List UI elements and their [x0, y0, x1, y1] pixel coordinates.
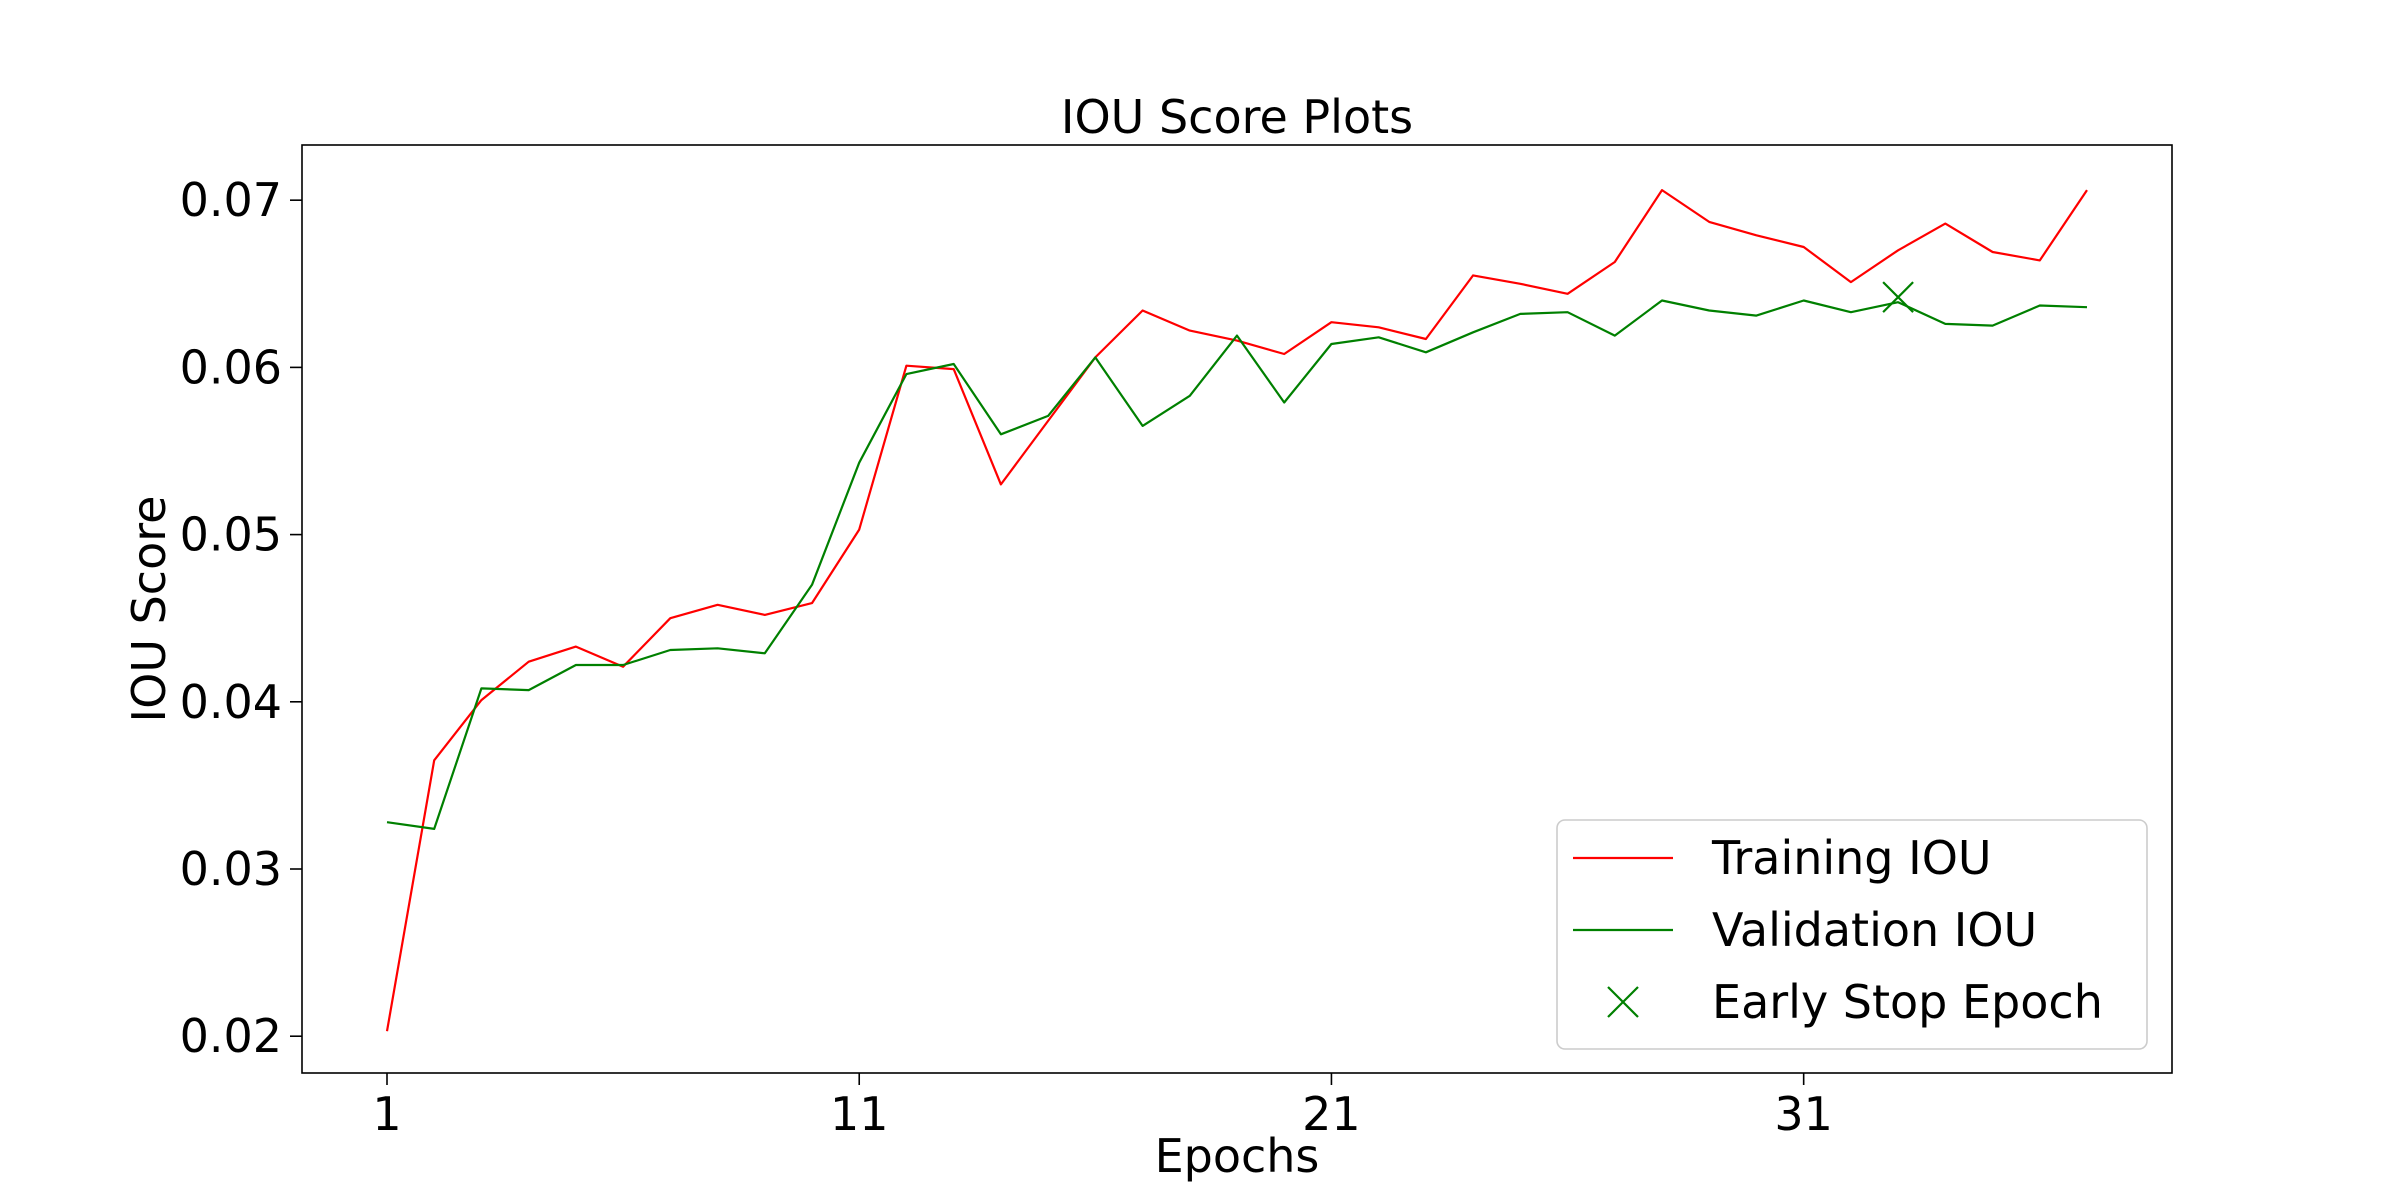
- y-tick-label: 0.02: [180, 1009, 282, 1063]
- y-tick-label: 0.06: [180, 340, 282, 394]
- plot-frame: [301, 144, 2173, 1074]
- x-tick-label: 21: [1302, 1087, 1361, 1141]
- series-line-validation-iou: [386, 299, 2088, 831]
- x-tick-label: 11: [830, 1087, 889, 1141]
- y-axis-label: IOU Score: [122, 496, 176, 723]
- legend-label: Early Stop Epoch: [1712, 975, 2103, 1029]
- legend-entry: Training IOU: [1573, 831, 1992, 885]
- x-axis-ticks: 1 11 21 31: [372, 1073, 1833, 1141]
- legend: Training IOU Validation IOU Early Stop Epo…: [1556, 819, 2148, 1050]
- markers: [1882, 281, 1914, 313]
- legend-entry: Early Stop Epoch: [1607, 975, 2103, 1029]
- x-axis-label: Epochs: [1155, 1129, 1320, 1183]
- legend-box: [1556, 819, 2148, 1050]
- y-tick-label: 0.03: [180, 842, 282, 896]
- early-stop-marker: [1882, 281, 1914, 313]
- legend-label: Training IOU: [1711, 831, 1992, 885]
- chart-title: IOU Score Plots: [1061, 90, 1413, 144]
- series-lines: [385, 189, 2088, 1032]
- y-tick-label: 0.05: [180, 508, 282, 562]
- legend-swatch: [1607, 986, 1639, 1018]
- legend-items: Training IOU Validation IOU Early Stop Epo…: [1573, 831, 2103, 1029]
- y-axis-ticks: 0.02 0.03 0.04 0.05 0.06 0.07: [180, 173, 302, 1063]
- y-tick-label: 0.04: [180, 675, 282, 729]
- legend-entry: Validation IOU: [1573, 903, 2037, 957]
- y-tick-label: 0.07: [180, 173, 282, 227]
- x-tick-label: 1: [372, 1087, 401, 1141]
- x-tick-label: 31: [1774, 1087, 1833, 1141]
- series-line-training-iou: [385, 189, 2088, 1032]
- legend-label: Validation IOU: [1712, 903, 2037, 957]
